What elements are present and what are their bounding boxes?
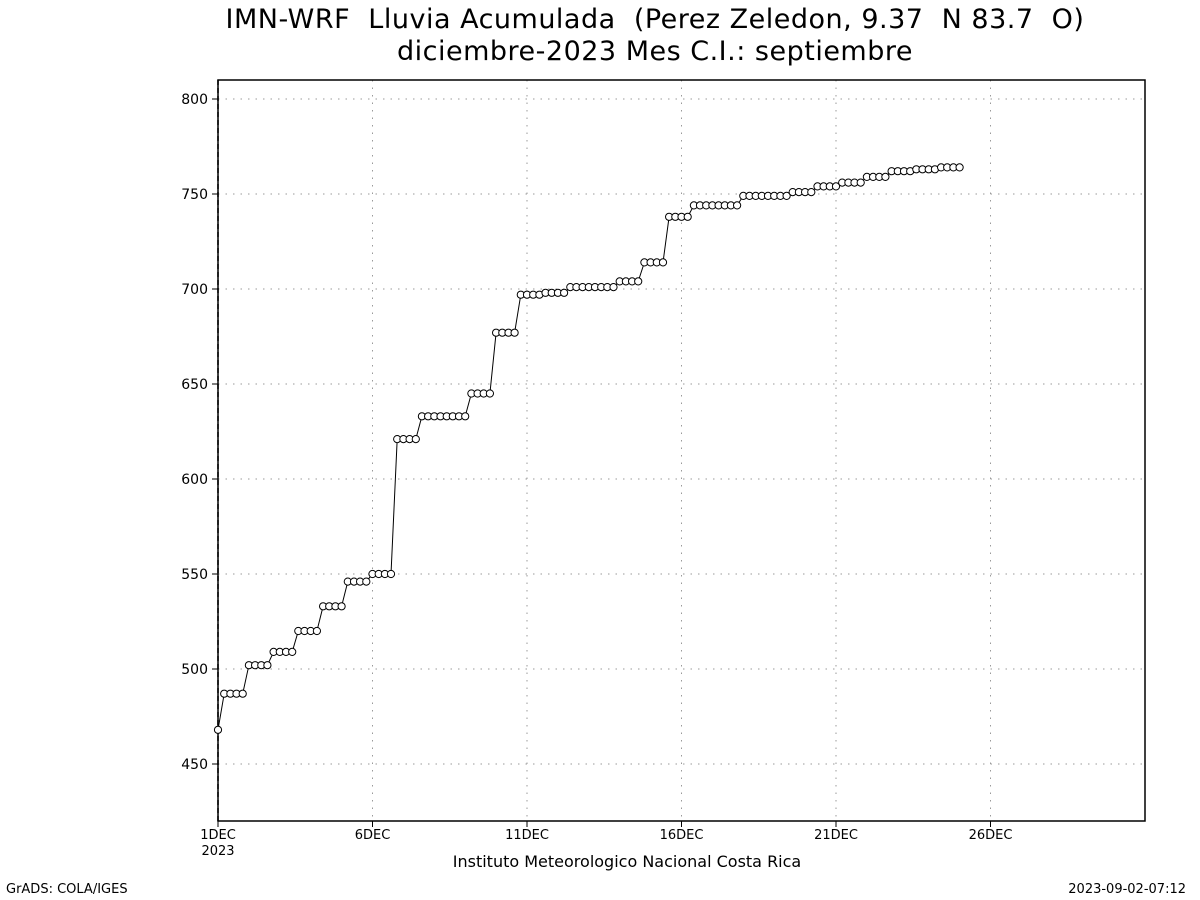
y-tick-label: 650 (181, 377, 208, 393)
chart-subtitle: diciembre-2023 Mes C.I.: septiembre (397, 36, 913, 67)
x-tick-label: 26DEC (969, 828, 1013, 843)
series-layer (213, 163, 964, 734)
y-tick-label: 800 (181, 92, 208, 108)
data-point (609, 283, 618, 292)
x-tick-label: 16DEC (660, 828, 704, 843)
data-point (362, 577, 371, 586)
y-tick-label: 600 (181, 472, 208, 488)
data-point (337, 602, 346, 611)
y-tick-label: 700 (181, 282, 208, 298)
data-point (658, 258, 668, 267)
x-tick-label: 1DEC (200, 828, 236, 843)
source-label: Instituto Meteorologico Nacional Costa R… (452, 852, 802, 871)
x-tick-label: 21DEC (814, 828, 858, 843)
y-tick-label: 450 (181, 757, 208, 773)
data-point (263, 661, 272, 670)
data-point (683, 212, 692, 221)
data-point (312, 626, 321, 636)
data-point (782, 191, 791, 200)
data-point (807, 188, 816, 197)
y-tick-label: 550 (181, 567, 208, 583)
data-point (510, 328, 519, 337)
data-point (955, 163, 964, 172)
data-point (733, 201, 742, 210)
data-point (213, 725, 223, 734)
grid-layer (218, 80, 1145, 821)
x-tick-label: 6DEC (355, 828, 391, 843)
data-point (634, 277, 643, 286)
data-point (831, 182, 841, 191)
data-point (411, 435, 420, 444)
data-point (881, 172, 890, 181)
x-tick-label: 11DEC (505, 828, 549, 843)
data-point (560, 288, 569, 297)
chart-title: IMN-WRF Lluvia Acumulada (Perez Zeledon,… (225, 4, 1085, 35)
data-point (856, 178, 865, 187)
credit-label: GrADS: COLA/IGES (6, 882, 128, 897)
series-line (217, 166, 960, 730)
data-point (288, 647, 297, 657)
data-point (485, 389, 494, 398)
y-tick-label: 750 (181, 187, 208, 203)
x-tick-sublabel: 2023 (201, 844, 234, 859)
y-tick-label: 500 (181, 662, 208, 678)
timestamp-label: 2023-09-02-07:12 (1068, 882, 1186, 897)
data-point (238, 689, 247, 698)
data-point (461, 412, 470, 421)
plot-frame (217, 79, 1146, 822)
data-point (386, 569, 396, 579)
